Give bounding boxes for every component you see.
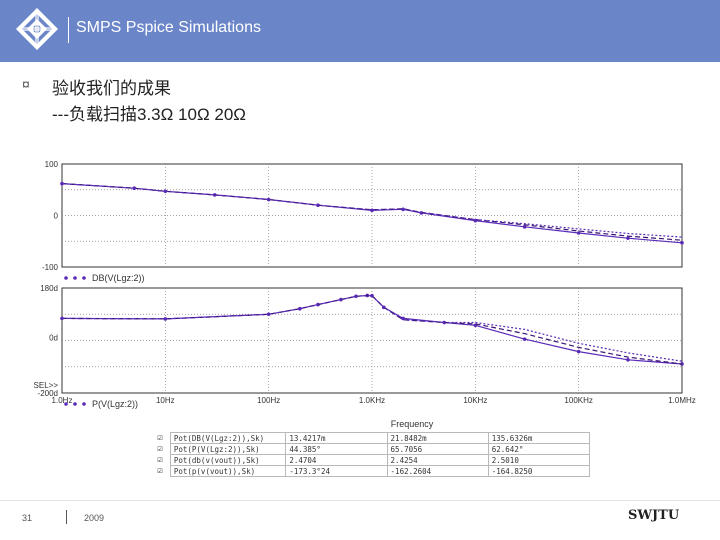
slide-heading: 验收我们的成果 [52,79,171,98]
table-cell-name: Pot(P(V(Lgz:2)),Sk) [169,443,287,455]
y-tick-label: 0d [49,334,58,343]
x-tick-label: 100Hz [257,396,280,405]
checkbox-icon[interactable]: ☑ [157,455,163,465]
data-point [297,306,302,311]
measurement-table: ☑ Pot(DB(V(Lgz:2)),Sk) 13.4217m 21.8482m… [150,432,591,477]
checkbox-icon[interactable]: ☑ [157,433,163,443]
series-line [61,294,683,365]
data-point [522,337,527,341]
legend-marker [82,402,86,406]
table-cell-value: 135.6326m [487,432,591,444]
table-cell-value: 2.4254 [386,454,489,466]
table-cell-value: -162.2604 [386,465,489,477]
y-tick-label: 180d [40,284,58,293]
footer-divider [0,500,720,501]
table-row: ☑ Pot(P(V(Lgz:2)),Sk) 44.385° 65.7056 62… [150,443,591,455]
data-point [266,197,271,202]
header-divider [68,17,69,43]
page-number: 31 [22,513,33,523]
data-point [522,225,527,229]
x-tick-label: 100KHz [564,396,592,405]
bullet-symbol: ¤ [22,76,30,92]
header-title: SMPS Pspice Simulations [76,19,261,36]
x-tick-label: 10KHz [463,396,487,405]
table-row: ☑ Pot(db(v(vout)),Sk) 2.4704 2.4254 2.50… [150,454,591,466]
slide-subheading: ---负载扫描3.3Ω 10Ω 20Ω [52,105,247,124]
data-point [354,294,358,299]
data-point [626,358,630,362]
series-line [61,294,683,365]
x-tick-label: 1.0Hz [52,396,73,405]
footer-logo-text: SWJTU [628,508,680,523]
table-cell-value: -173.3°24 [285,465,388,477]
footer-year: 2009 [84,513,105,523]
table-cell-value: 2.4704 [285,454,388,466]
series-line [61,294,683,362]
footer-separator [66,510,67,524]
x-tick-label: 10Hz [156,396,175,405]
data-point [60,316,64,321]
legend-label: DB(V(Lgz:2)) [92,273,145,283]
x-tick-label: 1.0MHz [668,396,696,405]
data-point [576,349,581,354]
table-cell-name: Pot(db(v(vout)),Sk) [169,454,287,466]
series-line [61,183,683,244]
table-cell-value: 21.8482m [386,432,489,444]
data-point [266,312,271,317]
legend-label: P(V(Lgz:2)) [92,399,138,409]
data-point [60,181,64,186]
legend-marker [73,402,77,406]
table-cell-name: Pot(DB(V(Lgz:2)),Sk) [169,432,287,444]
legend-marker [73,276,77,280]
table-cell-name: Pot(p(v(vout)),Sk) [169,465,287,477]
legend-marker [82,276,86,280]
table-cell-value: 65.7056 [386,443,489,455]
table-cell-value: -164.8250 [487,465,591,477]
data-point [576,231,581,235]
x-tick-label: 1.0KHz [359,396,385,405]
legend-marker [64,402,68,406]
table-cell-value: 2.5010 [487,454,591,466]
title-bar: SMPS Pspice Simulations [0,0,720,62]
data-point [163,317,168,321]
checkbox-icon[interactable]: ☑ [157,466,163,476]
university-logo-icon [16,8,58,50]
data-point [163,189,168,194]
table-row: ☑ Pot(p(v(vout)),Sk) -173.3°24 -162.2604… [150,465,591,477]
checkbox-icon[interactable]: ☑ [157,444,163,454]
y-tick-label: 0 [54,212,59,221]
sel-marker-label: SEL>> [34,381,59,390]
table-cell-value: 62.642° [487,443,591,455]
x-axis-title: Frequency [391,419,434,429]
data-point [626,236,630,240]
table-row: ☑ Pot(DB(V(Lgz:2)),Sk) 13.4217m 21.8482m… [150,432,591,444]
table-cell-value: 13.4217m [285,432,388,444]
legend-marker [64,276,68,280]
y-tick-label: 100 [45,160,59,169]
data-point [680,240,684,245]
table-cell-value: 44.385° [285,443,388,455]
y-tick-label: -100 [42,263,59,272]
magnitude-panel: 100 0 -100 DB(V(Lgz:2)) [42,160,684,283]
y-tick-label: -200d [38,389,58,398]
